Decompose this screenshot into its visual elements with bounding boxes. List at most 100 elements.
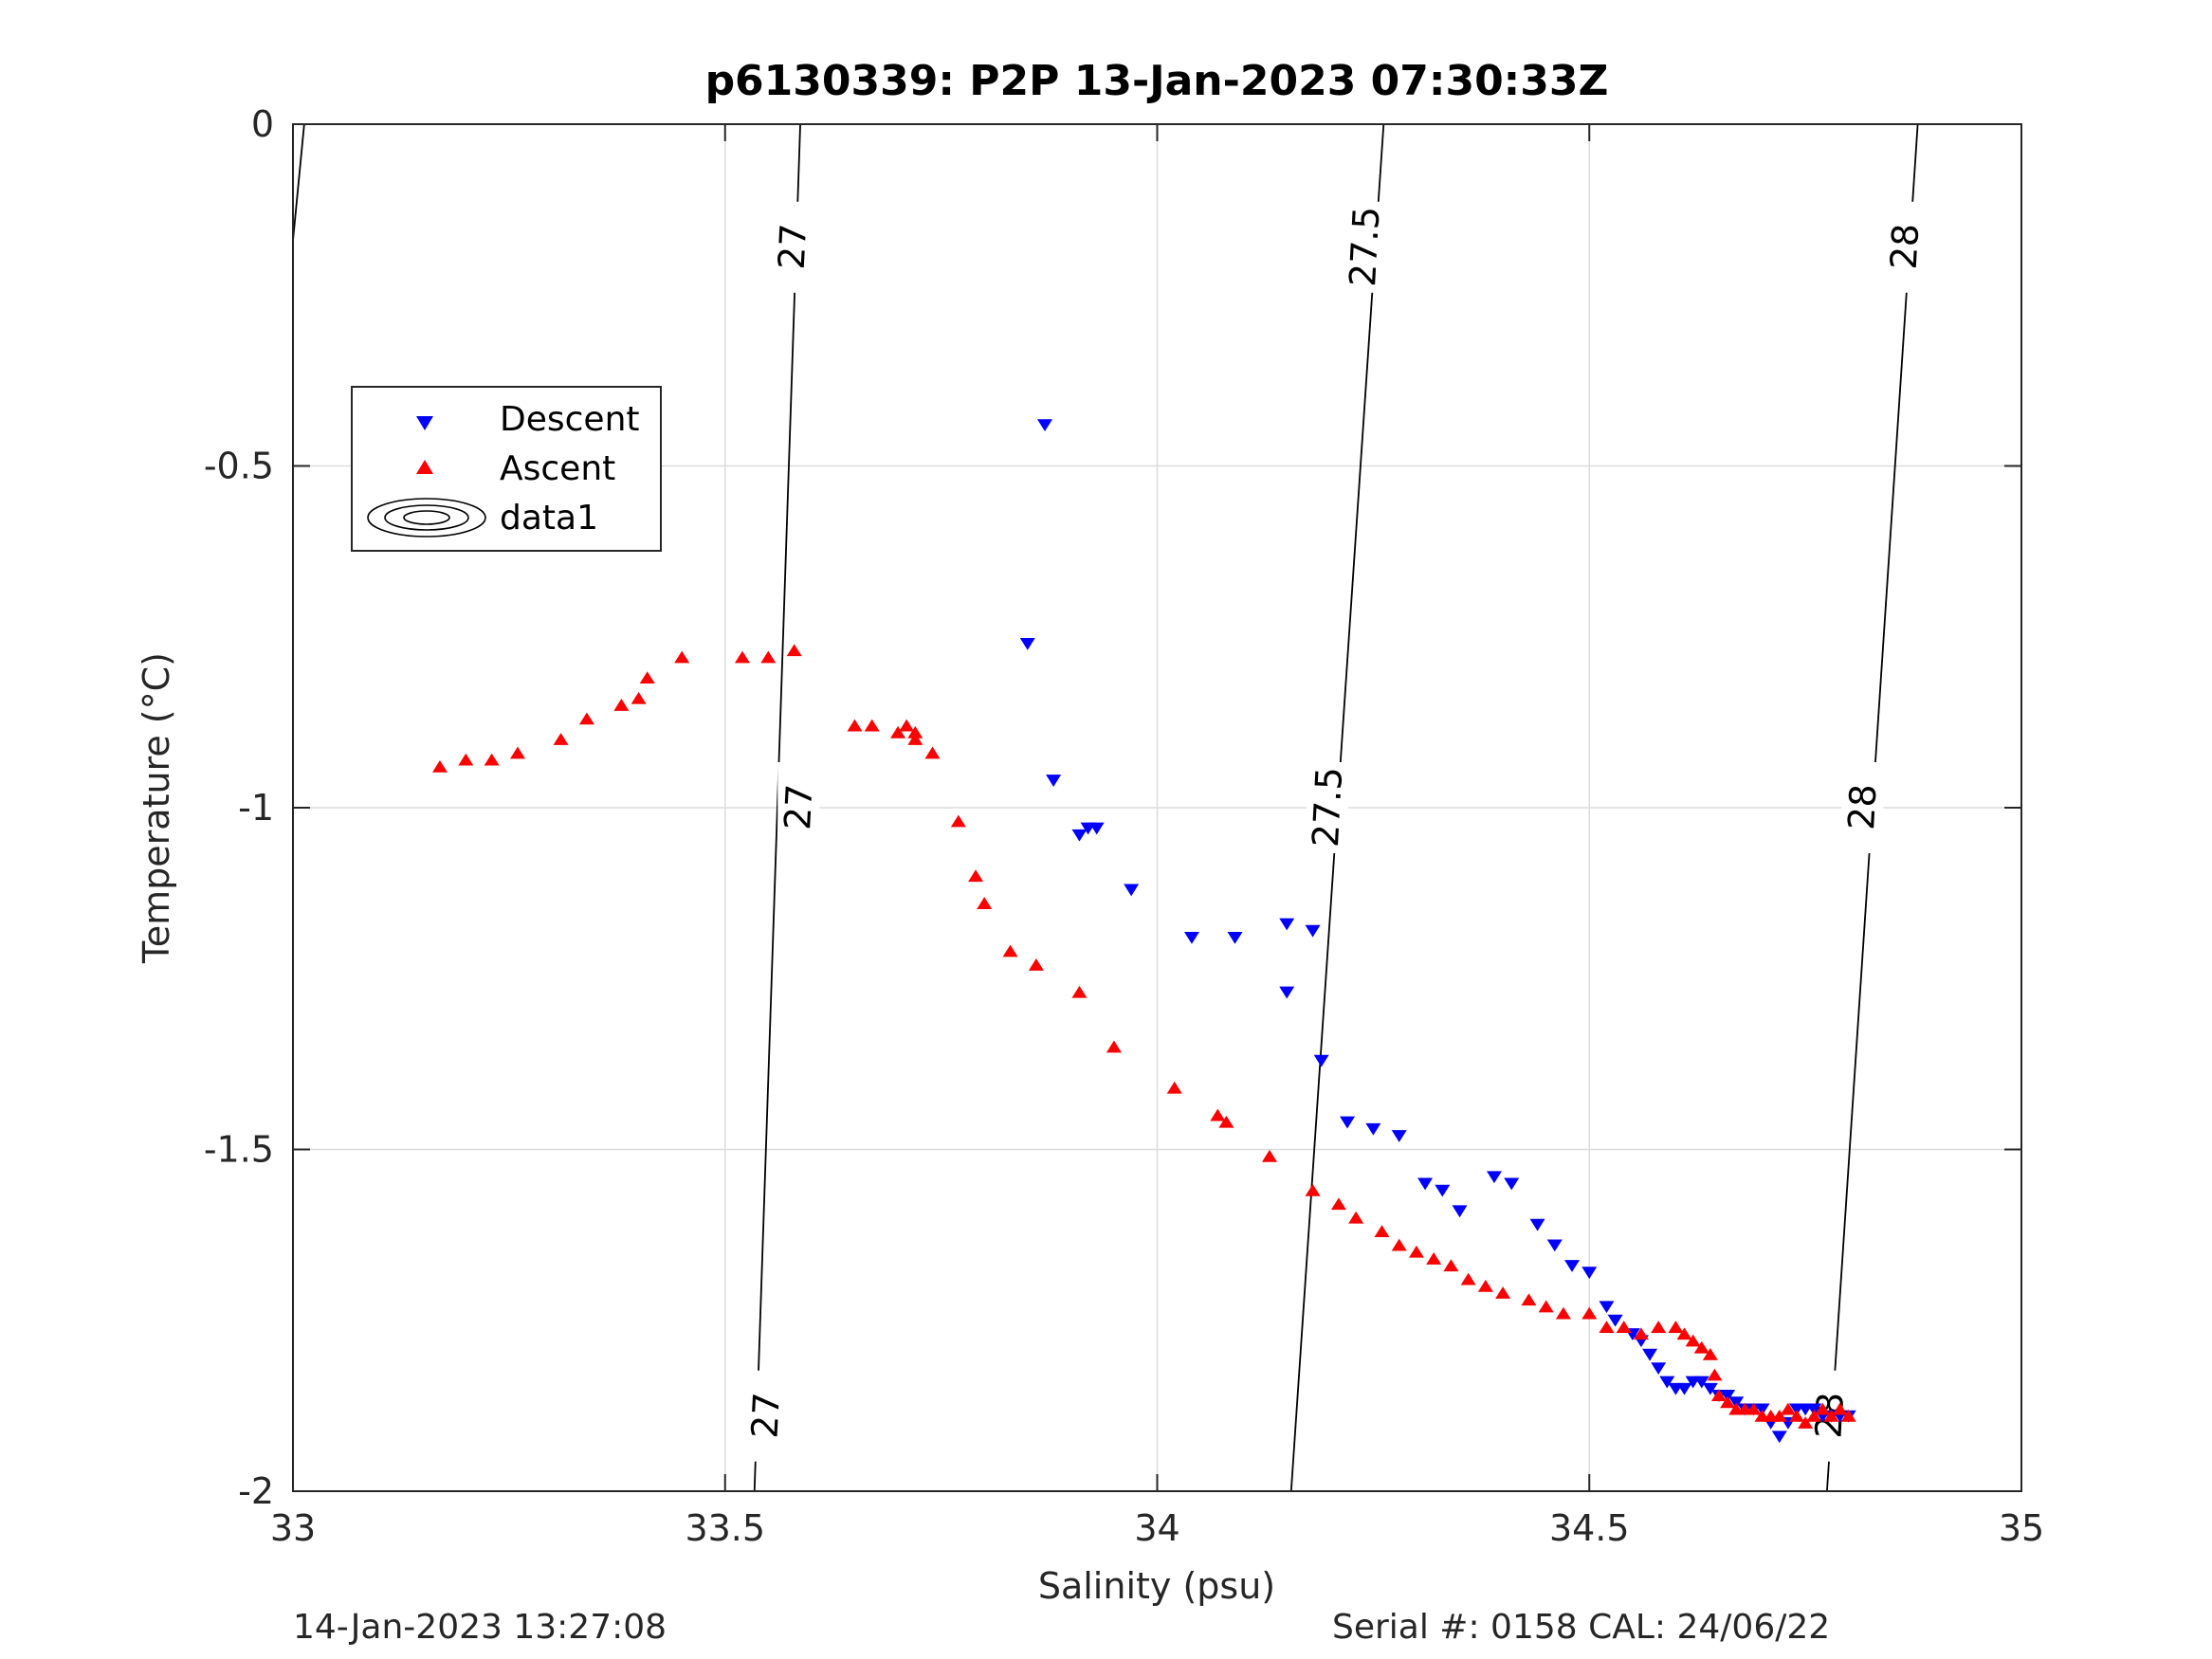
- ascent-point: [1668, 1321, 1684, 1333]
- descent-point: [1728, 1396, 1745, 1410]
- isopycnal-label: 28: [1840, 783, 1884, 831]
- descent-point: [1313, 1054, 1329, 1067]
- descent-point: [1019, 637, 1035, 650]
- descent-point: [1305, 924, 1321, 938]
- descent-point: [1340, 1116, 1356, 1129]
- ascent-point: [1746, 1402, 1762, 1415]
- ascent-point: [1599, 1321, 1615, 1333]
- ascent-point: [1720, 1395, 1736, 1409]
- ascent-point: [1521, 1293, 1537, 1306]
- ascent-point: [1651, 1321, 1667, 1333]
- isopycnal-line: [292, 123, 305, 241]
- ascent-point: [1707, 1368, 1723, 1381]
- descent-point: [1599, 1301, 1615, 1314]
- ascent-point: [1702, 1348, 1718, 1360]
- ascent-point: [1426, 1252, 1442, 1265]
- ascent-point: [1616, 1321, 1632, 1333]
- descent-point: [1806, 1403, 1822, 1416]
- descent-point: [1071, 829, 1088, 842]
- axis-ticks: [292, 123, 2022, 1492]
- descent-point: [1693, 1376, 1709, 1389]
- isopycnal-label: 28: [1883, 223, 1927, 271]
- descent-point: [1046, 775, 1062, 787]
- footer-timestamp: 14-Jan-2023 13:27:08: [293, 1608, 667, 1647]
- descent-point: [1279, 986, 1295, 999]
- descent-point: [1771, 1431, 1787, 1444]
- descent-point: [1183, 931, 1199, 944]
- ascent-point: [631, 691, 647, 704]
- ascent-point: [1840, 1409, 1856, 1422]
- ascent-point: [1330, 1197, 1346, 1211]
- isopycnal-label-gap: [777, 762, 820, 853]
- isopycnal-line-27: [753, 123, 801, 1492]
- descent-point: [1546, 1239, 1563, 1252]
- descent-point: [1720, 1390, 1736, 1402]
- ascent-point: [509, 746, 525, 759]
- descent-point: [1607, 1314, 1623, 1327]
- descent-point: [1124, 884, 1140, 897]
- descent-point: [1365, 1122, 1381, 1136]
- descent-point: [1529, 1218, 1545, 1231]
- ascent-point: [674, 650, 690, 664]
- isopycnal-label-gap: [1344, 201, 1386, 293]
- descent-point: [1417, 1177, 1434, 1191]
- ascent-point: [1071, 985, 1088, 998]
- ascent-point: [1633, 1327, 1649, 1340]
- descent-point: [1659, 1376, 1675, 1389]
- x-tick-label: 33: [270, 1507, 316, 1549]
- descent-point: [1564, 1260, 1581, 1272]
- ascent-point: [786, 644, 802, 657]
- ascent-point: [578, 712, 594, 725]
- descent-point: [1435, 1184, 1451, 1197]
- ascent-point: [1408, 1245, 1424, 1258]
- series-descent: [1019, 419, 1856, 1444]
- legend-ascent-label: Ascent: [500, 449, 615, 488]
- ascent-point: [977, 897, 993, 909]
- ascent-point: [899, 719, 915, 732]
- ascent-point: [1374, 1225, 1390, 1238]
- ascent-point: [1477, 1279, 1493, 1292]
- series-ascent: [431, 644, 1856, 1429]
- ascent-point: [1815, 1402, 1831, 1415]
- ascent-point: [950, 814, 966, 828]
- ascent-point: [1460, 1272, 1476, 1285]
- ascent-point: [1806, 1409, 1822, 1422]
- ascent-point: [1002, 944, 1018, 957]
- footer-serial-cal: Serial #: 0158 CAL: 24/06/22: [1332, 1608, 1831, 1647]
- ascent-point: [1391, 1238, 1407, 1251]
- y-tick-label: 0: [251, 103, 274, 145]
- ascent-point: [968, 869, 984, 883]
- ascent-point: [613, 699, 630, 711]
- ascent-point: [907, 733, 923, 745]
- ascent-point: [484, 753, 500, 766]
- isopycnal-label-gap: [744, 1370, 787, 1462]
- isopycnal-label: 27.5: [1305, 766, 1350, 848]
- ascent-point: [734, 650, 750, 664]
- tick-labels: 33 33.5 34 34.5 35 0 -0.5 -1 -1.5 -2: [204, 103, 2044, 1549]
- descent-point: [1651, 1362, 1667, 1376]
- descent-point: [1581, 1267, 1598, 1280]
- y-tick-label: -1.5: [204, 1129, 274, 1171]
- ascent-point: [1710, 1389, 1727, 1402]
- ascent-point: [907, 725, 923, 738]
- legend-data1-label: data1: [500, 499, 598, 538]
- ascent-point: [1495, 1286, 1511, 1299]
- ascent-point: [1218, 1115, 1234, 1128]
- ascent-point: [639, 671, 655, 684]
- ascent-point: [1261, 1149, 1277, 1162]
- descent-point: [1088, 822, 1105, 835]
- descent-point: [1486, 1171, 1502, 1184]
- x-tick-label: 33.5: [685, 1507, 765, 1549]
- legend-descent-marker: [416, 416, 433, 430]
- isopycnal-label-gap: [1841, 762, 1884, 853]
- legend-contour-icon: [367, 498, 486, 538]
- isopycnal-label: 27: [743, 1392, 787, 1440]
- ascent-point: [1581, 1306, 1598, 1320]
- ascent-point: [1106, 1040, 1122, 1053]
- descent-point: [1676, 1382, 1692, 1395]
- ascent-point: [1166, 1081, 1182, 1094]
- ascent-point: [847, 719, 863, 732]
- descent-point: [1391, 1130, 1407, 1142]
